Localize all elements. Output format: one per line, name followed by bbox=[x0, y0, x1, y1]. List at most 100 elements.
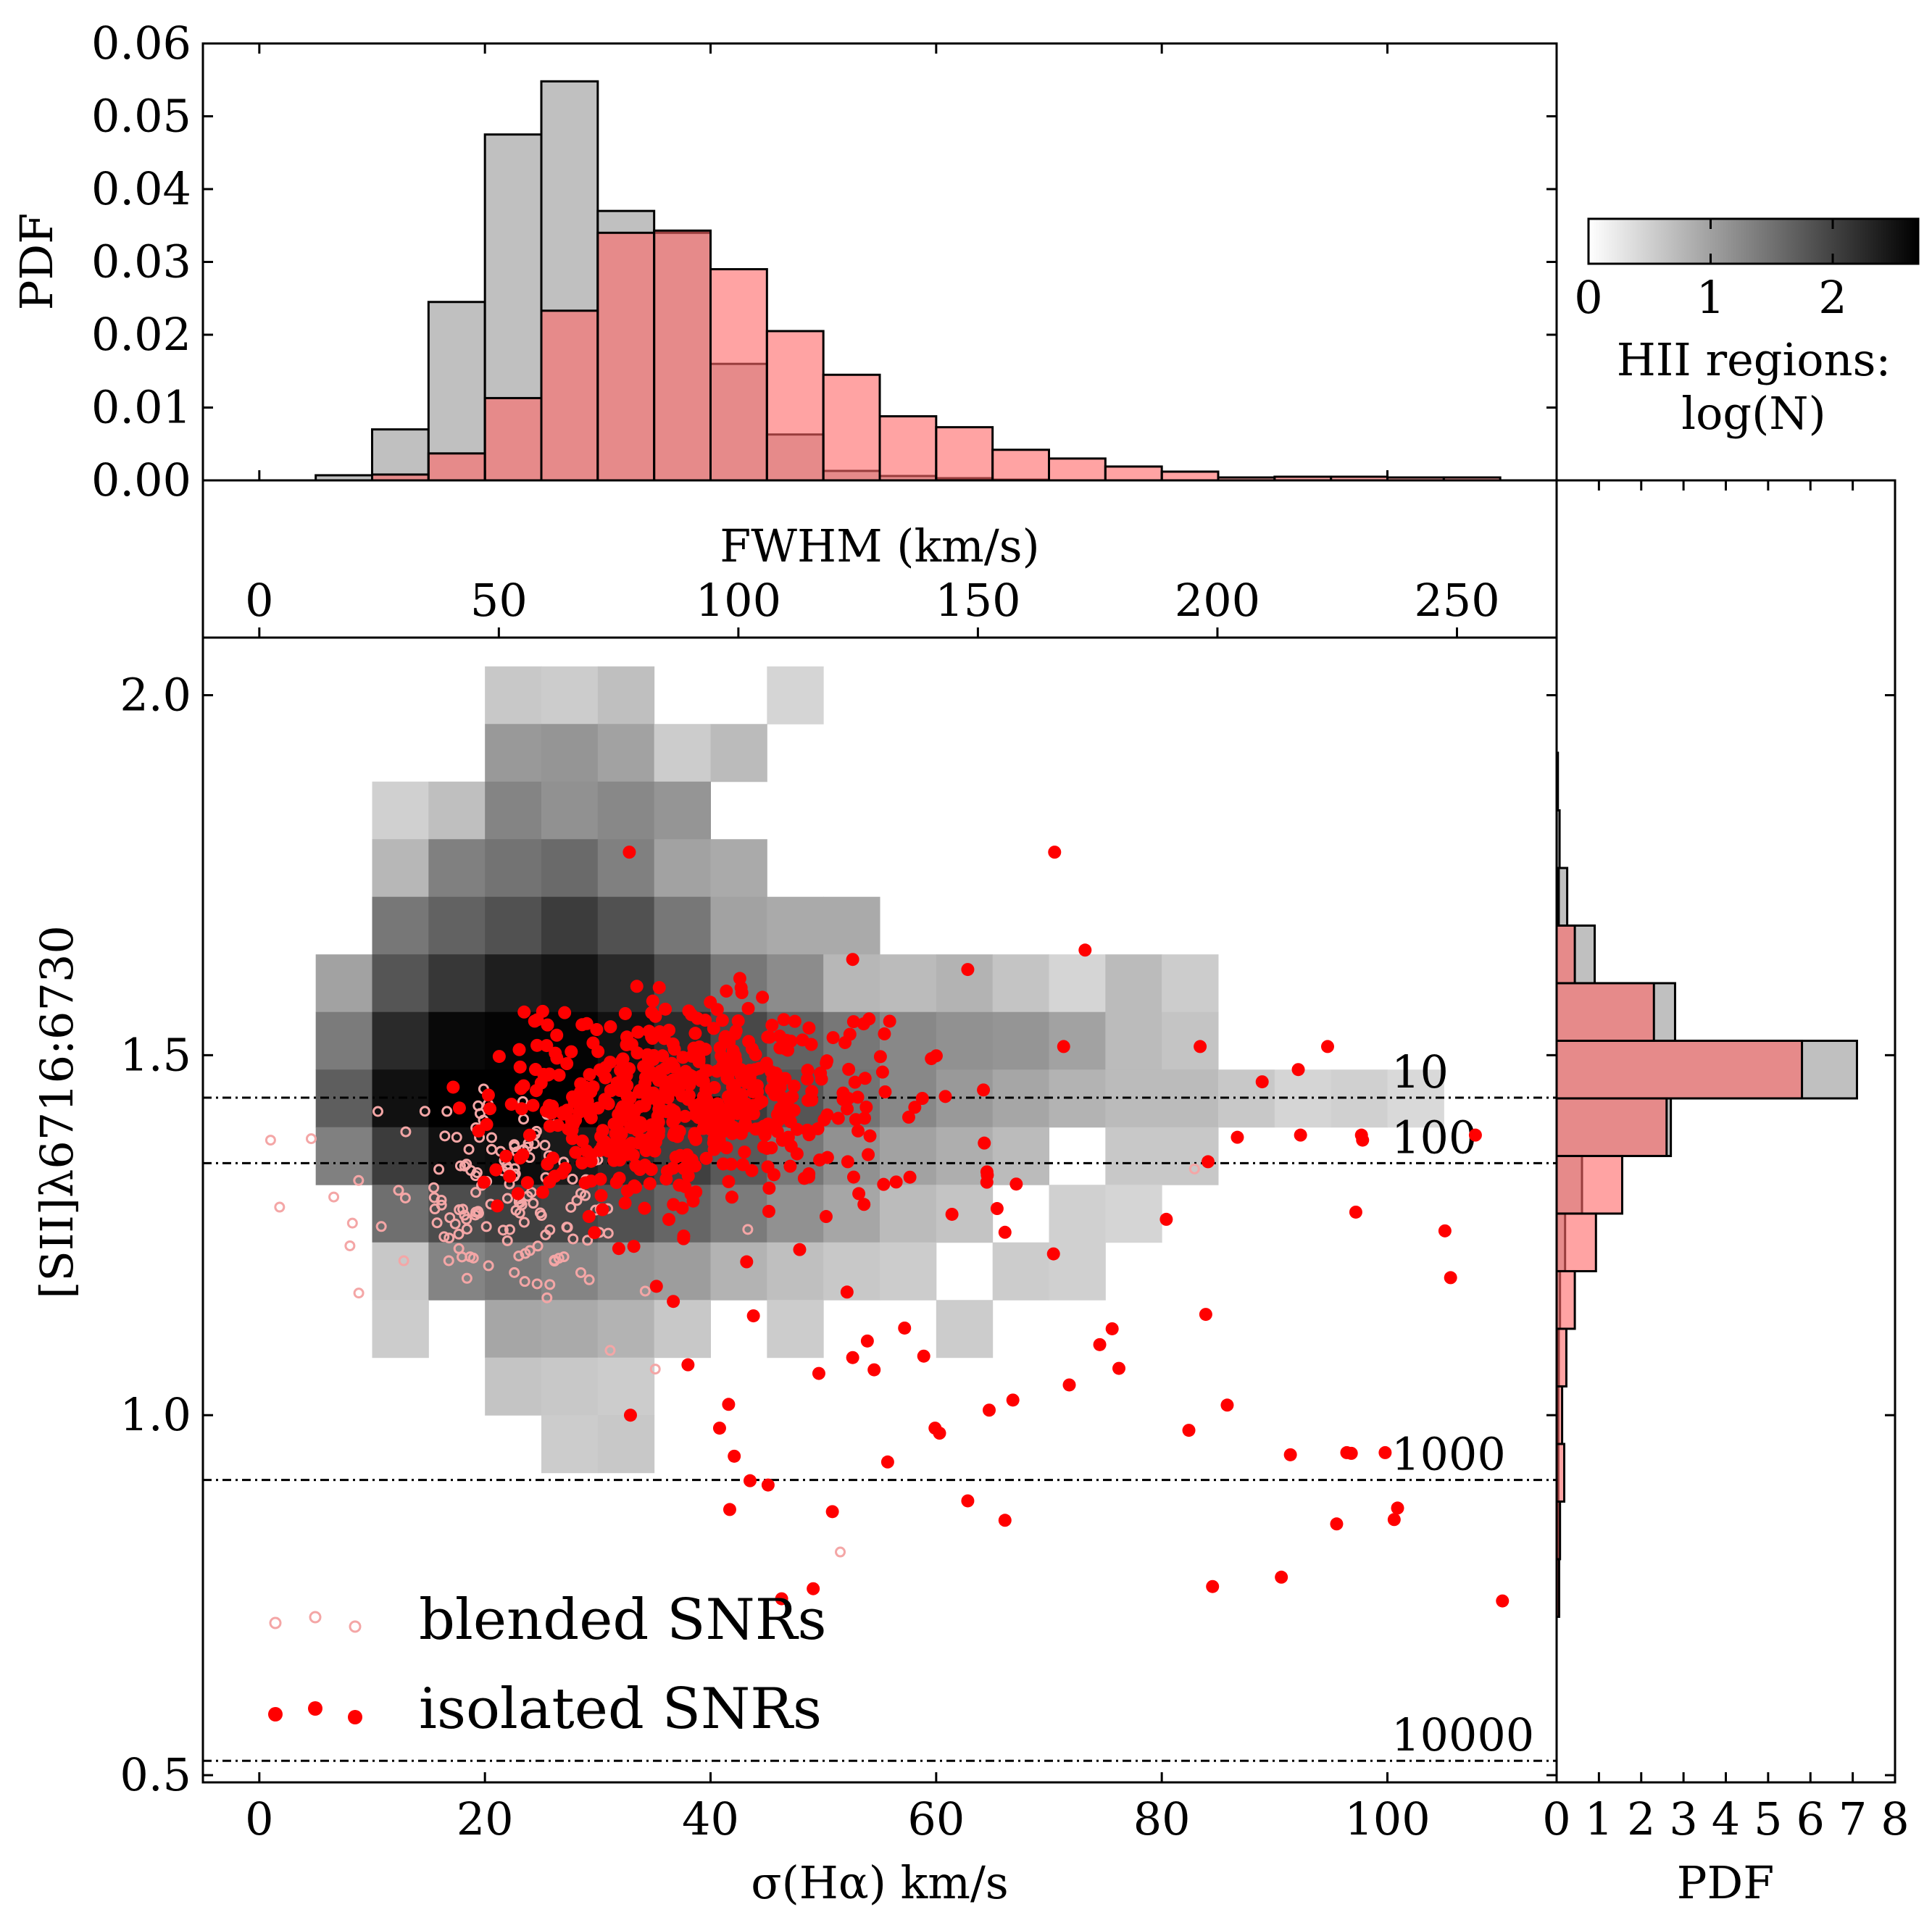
isolated-snr-point bbox=[778, 1072, 792, 1085]
right-histogram-bar bbox=[1555, 1327, 1567, 1387]
isolated-snr-point bbox=[735, 986, 749, 1000]
isolated-snr-point bbox=[908, 1101, 922, 1114]
right-histogram-bar bbox=[1555, 1212, 1597, 1272]
isolated-snr-point bbox=[677, 1229, 691, 1243]
blended-snr-point bbox=[431, 1217, 443, 1229]
blended-snr-point bbox=[399, 1192, 411, 1203]
isolated-snr-point bbox=[1330, 1517, 1344, 1531]
heatmap-cell bbox=[428, 839, 486, 898]
top-y-tick-label: 0.06 bbox=[91, 17, 191, 70]
blended-snr-point bbox=[375, 1221, 387, 1232]
isolated-snr-point bbox=[1009, 1177, 1023, 1191]
heatmap-cell bbox=[485, 666, 542, 725]
blended-snr-point bbox=[453, 1228, 465, 1240]
isolated-snr-point bbox=[641, 1093, 654, 1106]
isolated-snr-point bbox=[826, 1031, 840, 1045]
isolated-snr-point bbox=[1438, 1224, 1452, 1238]
isolated-snr-point bbox=[515, 1102, 528, 1116]
right-histogram-bar bbox=[1555, 1269, 1576, 1330]
isolated-snr-point bbox=[513, 1060, 527, 1074]
heatmap-cell bbox=[541, 1357, 599, 1416]
blended-snr-point bbox=[501, 1193, 513, 1204]
isolated-snr-point bbox=[728, 1049, 742, 1063]
isolated-snr-point bbox=[667, 1295, 680, 1309]
heatmap-cell bbox=[710, 839, 767, 898]
legend-isolated-label: isolated SNRs bbox=[419, 1677, 822, 1742]
isolated-snr-point bbox=[1231, 1130, 1244, 1144]
isolated-snr-point bbox=[688, 1130, 701, 1143]
blended-snr-point bbox=[562, 1222, 573, 1233]
isolated-snr-point bbox=[842, 1062, 856, 1076]
isolated-snr-point bbox=[857, 1198, 871, 1211]
blended-snr-point bbox=[461, 1159, 472, 1170]
heatmap-cell bbox=[597, 954, 655, 1013]
legend-blended-label: blended SNRs bbox=[419, 1587, 827, 1653]
colorbar-title-line1: HII regions: bbox=[1617, 333, 1891, 386]
isolated-snr-point bbox=[841, 1155, 854, 1169]
blended-snr-point bbox=[467, 1252, 479, 1264]
isolated-snr-point bbox=[1062, 1378, 1076, 1392]
isolated-snr-point bbox=[721, 1090, 735, 1103]
isolated-snr-point bbox=[858, 1072, 872, 1085]
blended-snr-point bbox=[419, 1106, 430, 1117]
fwhm-tick-label: 250 bbox=[1414, 574, 1499, 627]
isolated-snr-point bbox=[928, 1422, 942, 1435]
isolated-snr-point bbox=[765, 1082, 778, 1096]
blended-snr-point bbox=[444, 1232, 455, 1244]
top-histogram-bar bbox=[878, 415, 938, 482]
blended-snr-point bbox=[582, 1235, 594, 1246]
heatmap-cell bbox=[880, 954, 937, 1013]
fwhm-tick-label: 100 bbox=[696, 574, 781, 627]
isolated-snr-point bbox=[1006, 1393, 1020, 1407]
heatmap-cell bbox=[880, 1242, 937, 1301]
isolated-snr-point bbox=[1255, 1075, 1269, 1089]
isolated-snr-point bbox=[741, 1108, 755, 1122]
isolated-snr-point bbox=[1275, 1570, 1288, 1584]
heatmap-cell bbox=[372, 839, 429, 898]
top-histogram-bar bbox=[1160, 470, 1220, 482]
reference-line-label: 10000 bbox=[1391, 1708, 1534, 1761]
right-histogram-bars bbox=[1555, 751, 1858, 1618]
right-x-tick-label: 7 bbox=[1839, 1793, 1867, 1845]
isolated-snr-point bbox=[831, 1111, 845, 1125]
isolated-snr-point bbox=[609, 1176, 623, 1190]
isolated-snr-point bbox=[667, 1198, 680, 1211]
isolated-snr-point bbox=[594, 1189, 608, 1203]
main-x-ticks: 0 20 40 60 80 100 bbox=[245, 1772, 1431, 1845]
heatmap-cell bbox=[992, 1011, 1049, 1070]
isolated-snr-point bbox=[620, 1069, 633, 1082]
isolated-snr-point bbox=[862, 1012, 876, 1026]
isolated-snr-point bbox=[961, 1494, 975, 1508]
isolated-snr-point bbox=[530, 1038, 544, 1052]
blended-snr-point bbox=[470, 1187, 481, 1198]
isolated-snr-point bbox=[594, 1172, 607, 1186]
isolated-snr-point bbox=[841, 1102, 854, 1116]
blended-snr-point bbox=[444, 1212, 456, 1224]
blended-snr-point bbox=[575, 1266, 586, 1278]
isolated-snr-point bbox=[666, 1037, 680, 1051]
blended-snr-point bbox=[459, 1209, 470, 1221]
main-x-tick-label: 0 bbox=[245, 1793, 273, 1845]
blended-snr-point bbox=[558, 1251, 570, 1263]
isolated-snr-point bbox=[978, 1136, 991, 1150]
right-x-tick-label: 1 bbox=[1585, 1793, 1613, 1845]
top-y-tick-label: 0.02 bbox=[91, 308, 191, 361]
isolated-snr-point bbox=[661, 1091, 675, 1105]
top-y-tick-label: 0.03 bbox=[91, 235, 191, 288]
isolated-snr-point bbox=[902, 1110, 915, 1124]
heatmap-cell bbox=[1162, 1011, 1219, 1070]
heatmap-cell bbox=[428, 1069, 486, 1128]
isolated-snr-point bbox=[534, 1076, 548, 1090]
heatmap-cell bbox=[541, 839, 599, 898]
fwhm-tick-label: 200 bbox=[1175, 574, 1260, 627]
isolated-snr-point bbox=[1356, 1133, 1370, 1147]
isolated-snr-point bbox=[729, 1024, 743, 1038]
isolated-snr-point bbox=[1283, 1448, 1297, 1461]
top-histogram-panel: 0.00 0.01 0.02 0.03 0.04 0.05 0.06 PDF bbox=[10, 17, 1558, 506]
isolated-snr-point bbox=[852, 1124, 865, 1138]
top-histogram-bar bbox=[483, 396, 543, 482]
isolated-snr-point bbox=[575, 1134, 589, 1148]
fwhm-tick-label: 150 bbox=[935, 574, 1020, 627]
isolated-snr-point bbox=[665, 1056, 678, 1070]
